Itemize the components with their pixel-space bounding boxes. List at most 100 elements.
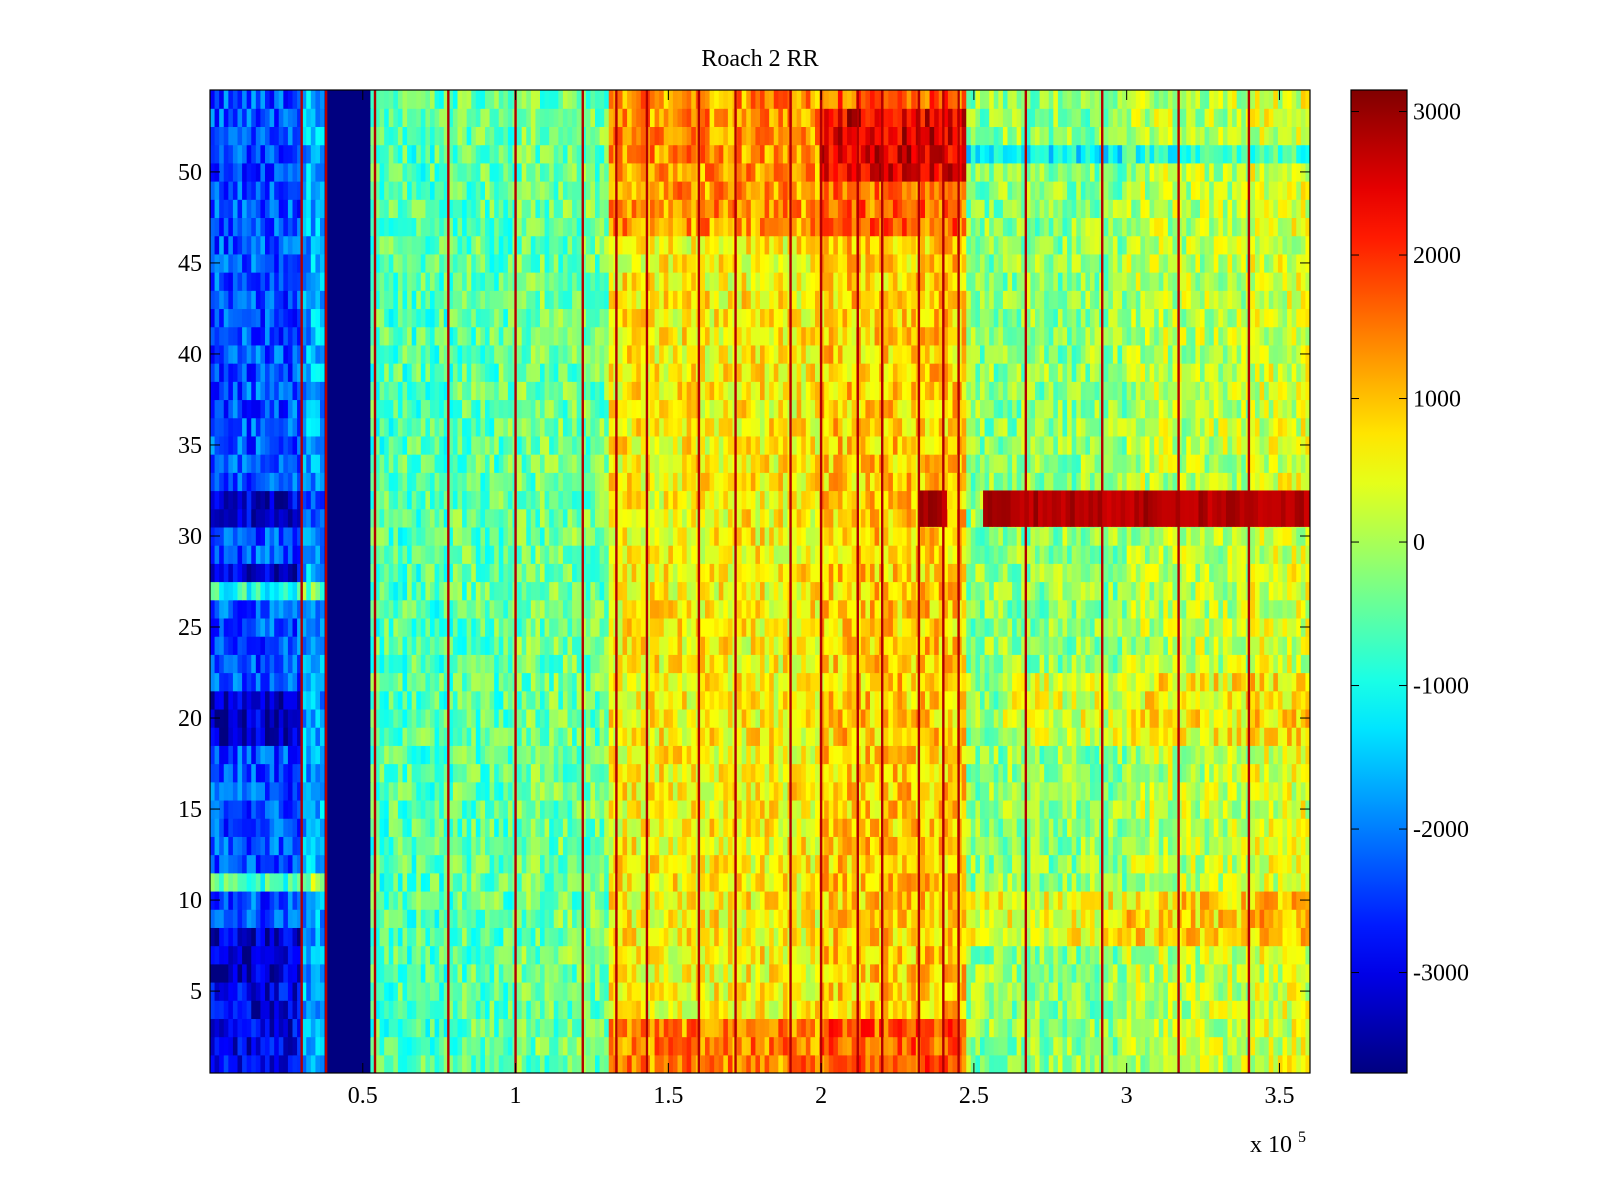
heatmap-cell bbox=[572, 1054, 578, 1073]
heatmap-cell bbox=[672, 1054, 679, 1073]
heatmap-cell bbox=[585, 708, 592, 728]
heatmap-cell bbox=[489, 1054, 495, 1073]
heatmap-cell bbox=[851, 727, 857, 746]
heatmap-cell bbox=[1071, 708, 1077, 728]
heatmap-cell bbox=[998, 727, 1004, 746]
heatmap-cell bbox=[251, 890, 257, 910]
heatmap-cell bbox=[526, 872, 532, 892]
heatmap-cell bbox=[1131, 872, 1137, 892]
heatmap-cell bbox=[1090, 745, 1096, 765]
heatmap-cell bbox=[1200, 799, 1206, 819]
heatmap-cell bbox=[1002, 708, 1009, 728]
heatmap-cell bbox=[1002, 727, 1009, 746]
heatmap-cell bbox=[668, 909, 674, 928]
heatmap-cell bbox=[1035, 690, 1041, 710]
heatmap-cell bbox=[370, 890, 376, 910]
heatmap-cell bbox=[966, 1000, 972, 1019]
heatmap-cell bbox=[1126, 1018, 1132, 1038]
heatmap-cell bbox=[223, 836, 229, 856]
heatmap-cell bbox=[1126, 1000, 1132, 1019]
heatmap-cell bbox=[1163, 745, 1169, 765]
heatmap-cell bbox=[301, 872, 307, 892]
heatmap-cell bbox=[530, 927, 537, 947]
heatmap-cell bbox=[1300, 745, 1307, 765]
heatmap-cell bbox=[925, 872, 931, 892]
heatmap-cell bbox=[727, 1000, 734, 1019]
heatmap-cell bbox=[572, 854, 578, 874]
heatmap-cell bbox=[384, 890, 390, 910]
heatmap-cell bbox=[750, 708, 757, 728]
heatmap-cell bbox=[888, 708, 894, 728]
heatmap-cell bbox=[219, 854, 225, 874]
heatmap-cell bbox=[723, 763, 729, 783]
heatmap-cell bbox=[356, 763, 362, 783]
heatmap-cell bbox=[1067, 1000, 1073, 1019]
heatmap-cell bbox=[397, 854, 404, 874]
heatmap-cell bbox=[388, 781, 394, 801]
heatmap-cell bbox=[494, 981, 500, 1001]
heatmap-cell bbox=[1200, 1036, 1206, 1056]
heatmap-cell bbox=[347, 763, 353, 783]
heatmap-cell bbox=[631, 890, 637, 910]
heatmap-cell bbox=[338, 963, 344, 983]
heatmap-cell bbox=[246, 854, 252, 874]
heatmap-cell bbox=[572, 963, 578, 983]
heatmap-cell bbox=[805, 836, 812, 856]
heatmap-cell bbox=[237, 1054, 243, 1073]
heatmap-cell bbox=[1048, 963, 1054, 983]
heatmap-cell bbox=[1158, 872, 1164, 892]
heatmap-cell bbox=[828, 836, 834, 856]
heatmap-cell bbox=[1305, 1036, 1310, 1056]
heatmap-cell bbox=[297, 981, 303, 1001]
heatmap-cell bbox=[980, 854, 986, 874]
heatmap-cell bbox=[1213, 781, 1219, 801]
heatmap-cell bbox=[1002, 836, 1009, 856]
heatmap-cell bbox=[1122, 981, 1128, 1001]
heatmap-cell bbox=[1300, 836, 1307, 856]
heatmap-cell bbox=[388, 1000, 394, 1019]
heatmap-cell bbox=[920, 909, 926, 928]
heatmap-cell bbox=[1250, 963, 1256, 983]
heatmap-cell bbox=[1236, 981, 1242, 1001]
heatmap-cell bbox=[462, 927, 468, 947]
heatmap-cell bbox=[475, 945, 482, 965]
heatmap-cell bbox=[232, 1018, 239, 1038]
heatmap-cell bbox=[920, 981, 926, 1001]
heatmap-cell bbox=[782, 981, 789, 1001]
heatmap-cell bbox=[462, 1018, 468, 1038]
heatmap-cell bbox=[764, 836, 770, 856]
heatmap-cell bbox=[970, 818, 977, 837]
heatmap-cell bbox=[975, 1000, 981, 1019]
heatmap-cell bbox=[393, 781, 399, 801]
heatmap-cell bbox=[672, 781, 679, 801]
heatmap-cell bbox=[1222, 708, 1229, 728]
heatmap-cell bbox=[892, 963, 899, 983]
heatmap-cell bbox=[1154, 763, 1160, 783]
heatmap-cell bbox=[604, 781, 610, 801]
heatmap-cell bbox=[443, 981, 449, 1001]
heatmap-cell bbox=[737, 890, 743, 910]
heatmap-cell bbox=[260, 818, 266, 837]
heatmap-cell bbox=[1213, 1000, 1219, 1019]
heatmap-cell bbox=[315, 781, 321, 801]
heatmap-cell bbox=[796, 745, 802, 765]
heatmap-cell bbox=[1053, 1036, 1059, 1056]
heatmap-cell bbox=[411, 963, 417, 983]
heatmap-cell bbox=[1154, 727, 1160, 746]
heatmap-cell bbox=[416, 836, 422, 856]
heatmap-cell bbox=[1145, 836, 1151, 856]
heatmap-cell bbox=[507, 854, 514, 874]
heatmap-cell bbox=[1282, 763, 1288, 783]
heatmap-cell bbox=[700, 763, 706, 783]
heatmap-cell bbox=[727, 781, 734, 801]
heatmap-cell bbox=[920, 836, 926, 856]
heatmap-cell bbox=[805, 981, 812, 1001]
heatmap-cell bbox=[232, 745, 239, 765]
heatmap-cell bbox=[677, 745, 683, 765]
heatmap-cell bbox=[420, 727, 427, 746]
heatmap-cell bbox=[1039, 963, 1045, 983]
heatmap-cell bbox=[526, 1000, 532, 1019]
heatmap-cell bbox=[475, 909, 482, 928]
heatmap-cell bbox=[462, 945, 468, 965]
heatmap-cell bbox=[659, 781, 665, 801]
